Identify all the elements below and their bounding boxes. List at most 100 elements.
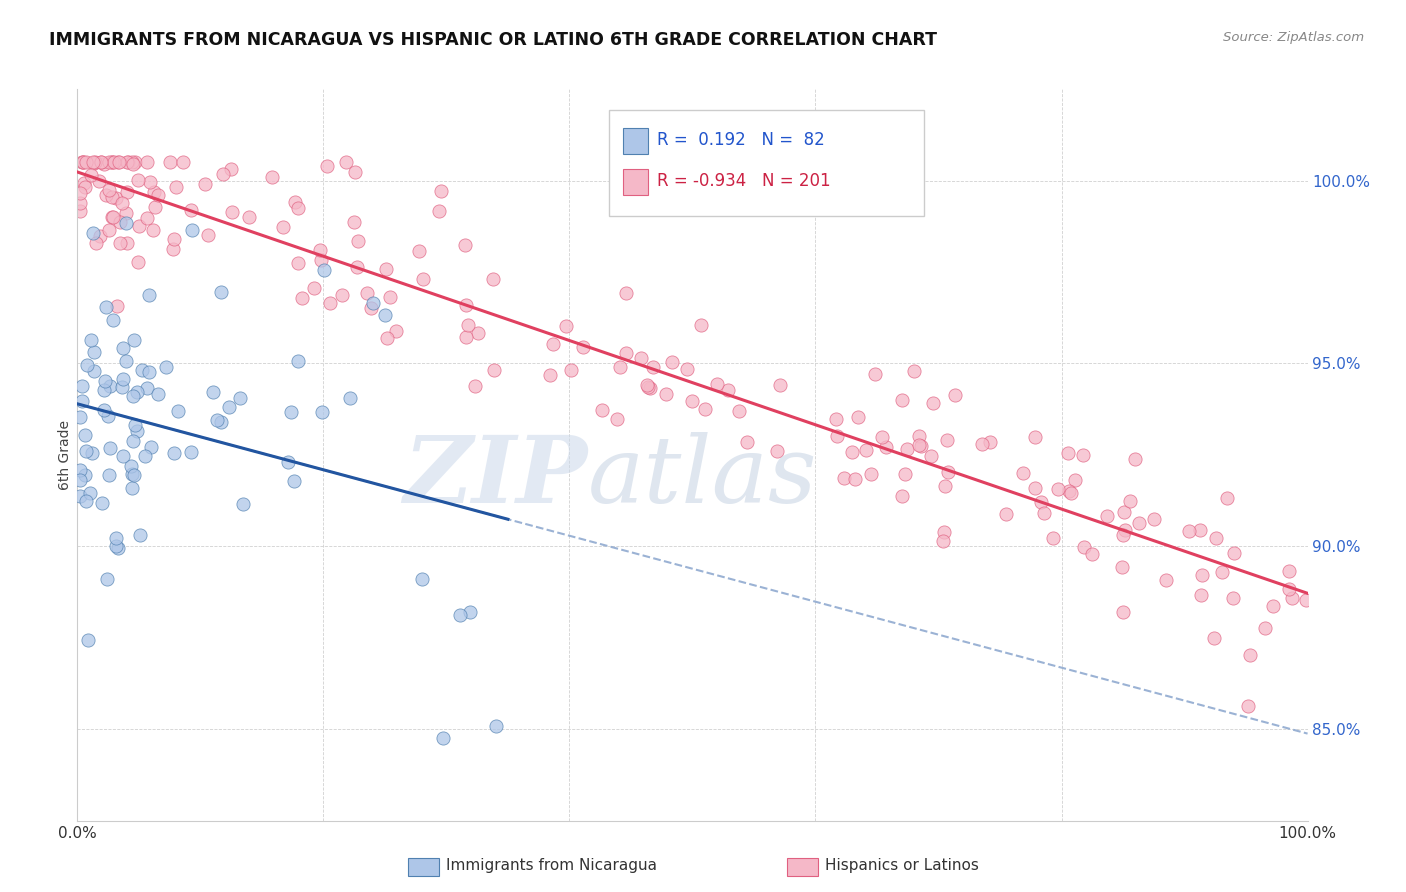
Point (111, 342, 134, 356)
Point (1123, 451, 1146, 466)
Point (105, 299, 128, 313)
Point (69, 204, 91, 219)
Point (863, 367, 886, 381)
Point (464, 379, 486, 393)
Point (427, 203, 450, 218)
Point (280, 405, 302, 419)
Point (75, 444, 97, 458)
Point (908, 438, 931, 452)
Point (124, 155, 146, 169)
Point (97, 155, 120, 169)
Point (138, 287, 160, 301)
Point (554, 319, 576, 334)
Point (139, 175, 162, 189)
Text: Source: ZipAtlas.com: Source: ZipAtlas.com (1223, 31, 1364, 45)
Point (127, 172, 149, 186)
Point (69, 410, 91, 425)
Point (995, 507, 1018, 521)
Point (380, 290, 402, 304)
Point (72, 155, 94, 169)
Point (108, 155, 131, 169)
Point (115, 185, 138, 199)
Point (936, 433, 959, 447)
Point (1073, 540, 1095, 554)
Point (614, 285, 637, 300)
Point (97, 223, 120, 237)
Point (72, 155, 94, 169)
Point (827, 428, 849, 442)
Point (197, 227, 219, 242)
Point (706, 377, 728, 392)
Point (162, 242, 184, 256)
Point (128, 219, 150, 233)
Point (129, 528, 152, 542)
Point (481, 272, 503, 286)
Point (936, 465, 959, 479)
Point (932, 534, 955, 549)
Point (84, 155, 107, 169)
Point (218, 400, 240, 414)
Point (1188, 523, 1211, 537)
Point (115, 155, 138, 169)
Point (98, 183, 121, 197)
Point (83, 345, 105, 359)
Point (134, 449, 156, 463)
Point (1281, 591, 1303, 606)
Point (142, 223, 165, 237)
Point (121, 467, 143, 482)
Point (82, 155, 104, 169)
Point (87, 174, 110, 188)
Point (127, 255, 149, 269)
Point (284, 194, 307, 209)
Point (94, 188, 117, 202)
Point (125, 425, 148, 439)
Point (1278, 565, 1301, 579)
Point (870, 429, 893, 443)
Point (769, 378, 792, 392)
Point (167, 404, 190, 418)
Point (1042, 531, 1064, 545)
Point (346, 260, 368, 274)
Point (209, 285, 232, 300)
Point (408, 244, 430, 258)
Point (467, 326, 489, 341)
Point (96, 572, 118, 586)
Point (277, 455, 299, 469)
Point (148, 187, 170, 202)
Point (1032, 506, 1054, 520)
Point (105, 531, 128, 545)
Point (75, 179, 97, 194)
Point (606, 412, 628, 426)
Point (560, 363, 582, 377)
Point (1295, 593, 1317, 607)
Point (124, 418, 146, 433)
Point (1112, 606, 1135, 620)
Point (1202, 631, 1225, 645)
Point (1114, 505, 1136, 519)
Point (1114, 524, 1136, 538)
Point (69, 463, 91, 477)
Point (921, 396, 943, 410)
Point (921, 450, 943, 464)
Point (131, 363, 153, 377)
Point (1071, 448, 1094, 462)
Point (1222, 591, 1244, 606)
Point (139, 440, 162, 454)
Point (93, 156, 115, 170)
Point (315, 159, 337, 173)
Point (630, 351, 652, 365)
Point (614, 345, 637, 359)
Point (343, 215, 366, 229)
Point (115, 235, 138, 250)
Point (356, 285, 378, 300)
Point (287, 256, 309, 270)
Point (107, 155, 129, 169)
Point (103, 155, 125, 169)
Point (291, 291, 314, 305)
Point (1261, 599, 1284, 614)
Point (180, 202, 202, 217)
Point (260, 169, 283, 184)
Text: ZIP: ZIP (404, 432, 588, 522)
Point (75, 468, 97, 483)
Point (538, 368, 561, 383)
